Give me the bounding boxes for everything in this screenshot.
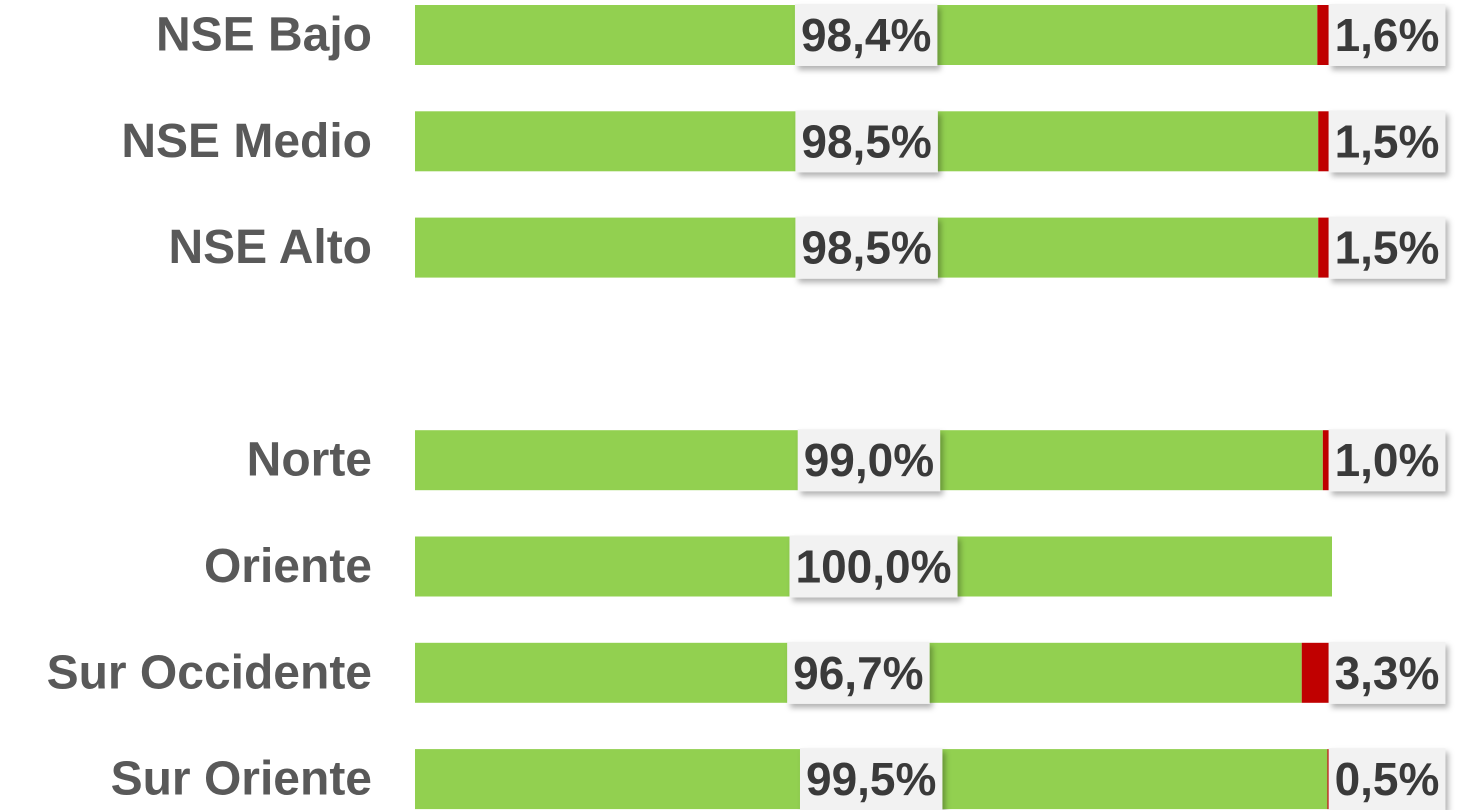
value-label-box (797, 429, 941, 492)
value-label-box (1328, 748, 1446, 810)
value-label-text: 96,7% (793, 647, 923, 699)
value-label: 1,0% (1328, 429, 1446, 492)
bar-segment (1318, 217, 1332, 278)
value-label-text: 1,6% (1335, 9, 1440, 61)
value-label-text: 98,4% (801, 9, 931, 61)
category-label: NSE Bajo (156, 9, 372, 62)
value-label-text: 0,5% (1335, 753, 1440, 805)
value-label: 100,0% (789, 535, 958, 598)
value-label-text: 3,3% (1335, 647, 1440, 699)
value-label-text: 99,0% (804, 434, 934, 486)
value-label: 3,3% (1328, 641, 1446, 704)
category-label: NSE Medio (121, 115, 372, 168)
category-label: Norte (247, 434, 372, 487)
value-label: 1,5% (1328, 110, 1446, 173)
value-label: 98,5% (795, 110, 938, 173)
value-label-text: 99,5% (806, 753, 936, 805)
value-label-box (787, 641, 930, 704)
value-label-box (1328, 4, 1446, 66)
value-label-box (789, 535, 958, 598)
value-label-text: 1,0% (1335, 434, 1440, 486)
bar-segment (1301, 642, 1332, 703)
value-label: 98,5% (795, 216, 938, 279)
value-label: 99,5% (799, 748, 943, 810)
value-label: 1,5% (1328, 216, 1446, 279)
value-label: 0,5% (1328, 748, 1446, 810)
value-label: 1,6% (1328, 4, 1446, 66)
value-label-text: 1,5% (1335, 222, 1440, 274)
value-label: 96,7% (787, 641, 930, 704)
category-label: Sur Occidente (47, 646, 372, 699)
value-label-text: 98,5% (801, 222, 931, 274)
value-label-box (1328, 110, 1446, 173)
category-label: Sur Oriente (111, 753, 372, 806)
value-label-text: 100,0% (795, 541, 951, 593)
value-label-box (795, 216, 938, 279)
value-label-box (794, 4, 938, 66)
category-label: Oriente (204, 540, 372, 593)
value-label-text: 98,5% (801, 115, 931, 167)
value-label: 98,4% (794, 4, 938, 66)
bar-segment (1322, 430, 1332, 491)
bar-segment (1317, 5, 1332, 65)
value-label-box (1328, 429, 1446, 492)
value-label-box (1328, 216, 1446, 279)
value-label-box (799, 748, 943, 810)
category-label: NSE Alto (168, 221, 372, 274)
bar-segment (1318, 111, 1332, 172)
value-label-box (1328, 641, 1446, 704)
value-label: 99,0% (797, 429, 941, 492)
value-label-box (795, 110, 938, 173)
value-label-text: 1,5% (1335, 115, 1440, 167)
